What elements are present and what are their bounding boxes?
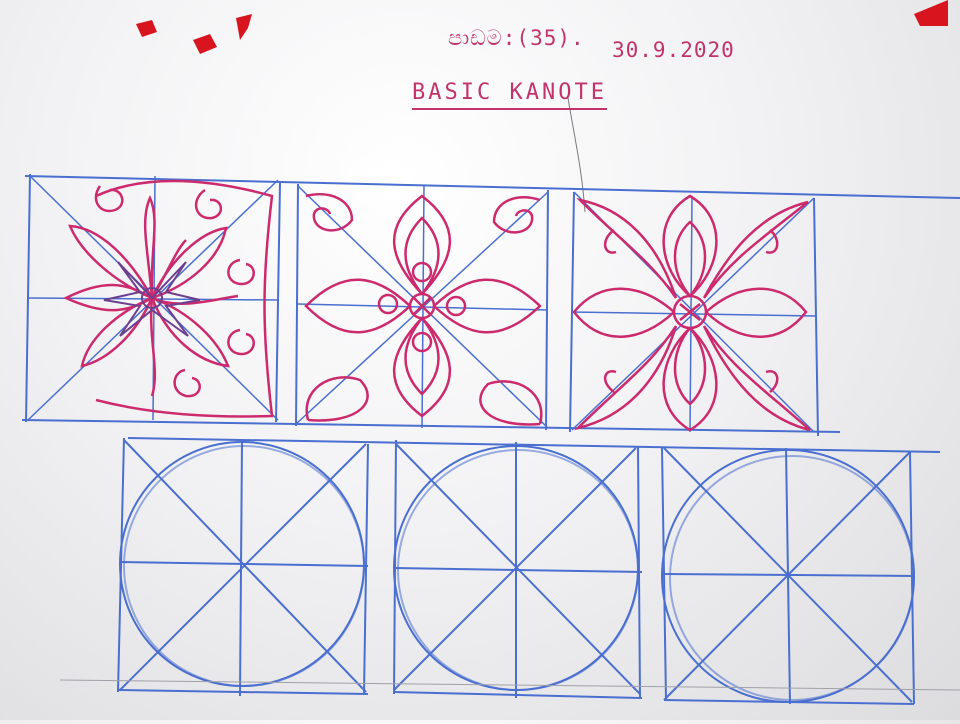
finished-motif-lotus-cross: [295, 185, 549, 429]
lesson-date: 30.9.2020: [612, 38, 735, 62]
magnet: [914, 0, 948, 26]
guide-grid-3: [661, 447, 915, 705]
light-glare: [332, 140, 452, 220]
magnet: [236, 14, 252, 40]
magnet: [193, 34, 217, 54]
finished-motif-leaf-star: [27, 175, 279, 421]
finished-motif-rosette: [571, 191, 817, 433]
board-scratch: [567, 97, 586, 213]
top-row-guides: [21, 173, 960, 453]
lesson-number: පාඩම:(35).: [448, 26, 585, 50]
magnet: [136, 20, 157, 37]
guide-grid-2: [393, 439, 643, 699]
magnets: [136, 0, 948, 54]
board-edge: [59, 679, 960, 691]
lesson-title: BASIC KANOTE: [412, 80, 607, 110]
guide-grid-1: [117, 437, 369, 697]
